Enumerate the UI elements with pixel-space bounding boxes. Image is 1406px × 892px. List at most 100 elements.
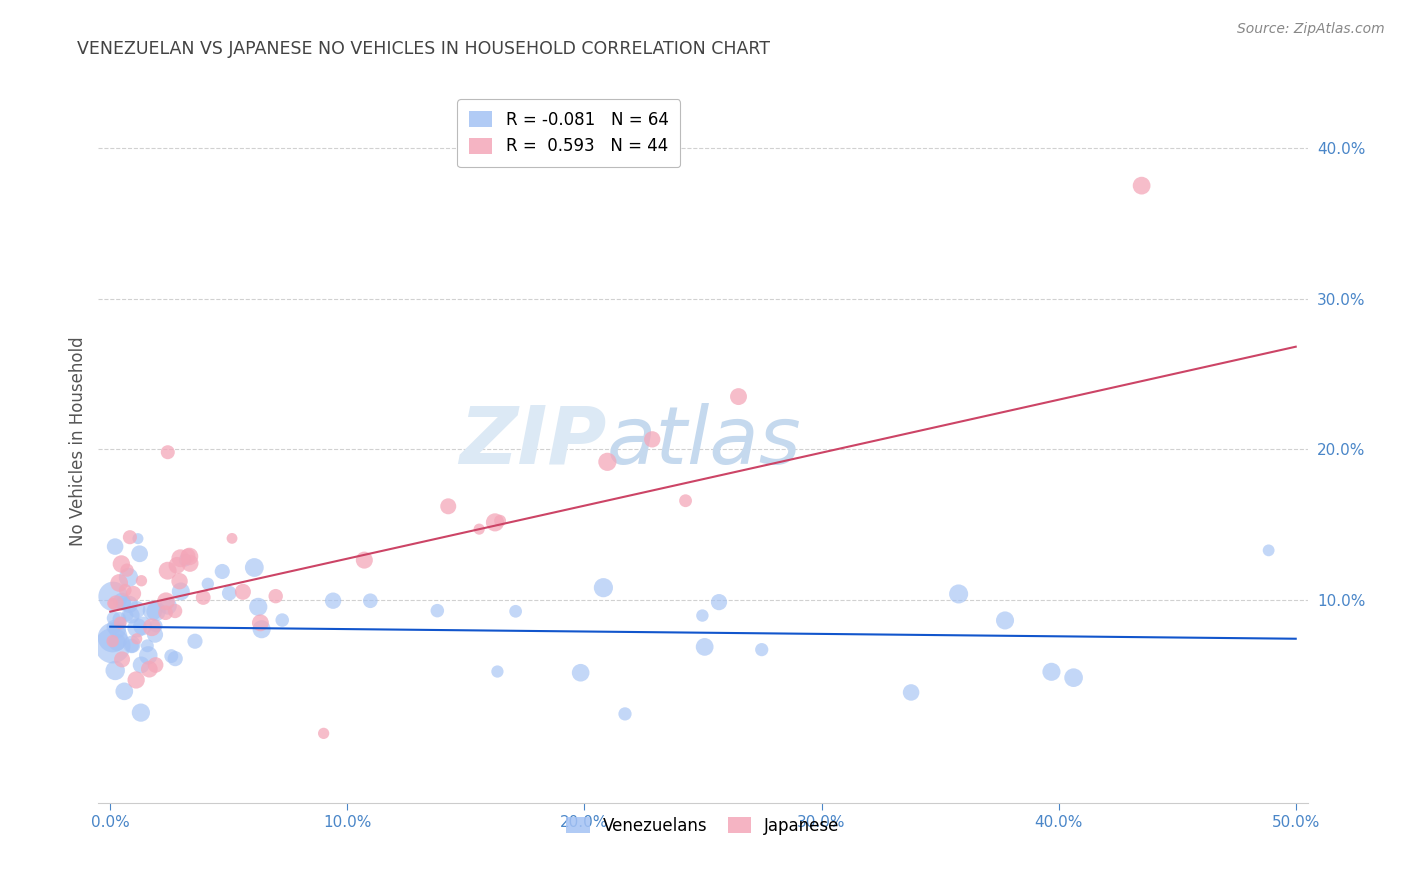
Point [484, 516, 506, 530]
Point [136, 639, 159, 653]
Point [359, 594, 381, 608]
Point [101, 596, 124, 610]
Point [105, 635, 128, 649]
Point [115, 563, 138, 577]
Point [145, 657, 167, 672]
Point [165, 604, 187, 618]
Point [145, 619, 167, 633]
Point [437, 500, 460, 514]
Point [111, 594, 134, 608]
Point [104, 540, 127, 554]
Point [101, 590, 124, 604]
Point [141, 620, 163, 634]
Point [156, 564, 179, 578]
Point [129, 657, 152, 672]
Point [117, 570, 139, 584]
Text: Source: ZipAtlas.com: Source: ZipAtlas.com [1237, 22, 1385, 37]
Point [108, 612, 131, 626]
Point [110, 557, 132, 571]
Point [125, 632, 148, 646]
Y-axis label: No Vehicles in Household: No Vehicles in Household [69, 336, 87, 547]
Text: VENEZUELAN VS JAPANESE NO VEHICLES IN HOUSEHOLD CORRELATION CHART: VENEZUELAN VS JAPANESE NO VEHICLES IN HO… [77, 40, 770, 58]
Point [569, 665, 592, 680]
Point [675, 493, 697, 508]
Point [127, 621, 149, 635]
Point [174, 553, 197, 567]
Point [727, 390, 749, 404]
Point [489, 514, 512, 528]
Point [104, 664, 127, 678]
Point [948, 587, 970, 601]
Point [120, 608, 142, 623]
Point [166, 558, 188, 573]
Point [692, 608, 714, 623]
Point [118, 530, 141, 544]
Point [322, 593, 344, 607]
Point [264, 589, 287, 603]
Point [1257, 543, 1279, 558]
Point [614, 706, 637, 721]
Point [179, 556, 201, 570]
Point [271, 613, 294, 627]
Point [994, 614, 1017, 628]
Point [169, 574, 191, 589]
Point [247, 599, 270, 614]
Point [110, 615, 132, 630]
Point [155, 606, 177, 620]
Point [105, 623, 128, 637]
Point [111, 652, 134, 666]
Point [112, 684, 135, 698]
Point [1063, 671, 1085, 685]
Point [426, 604, 449, 618]
Point [468, 522, 491, 536]
Point [249, 615, 271, 630]
Point [121, 639, 143, 653]
Point [108, 576, 131, 591]
Legend: Venezuelans, Japanese: Venezuelans, Japanese [560, 810, 846, 841]
Point [596, 455, 619, 469]
Point [353, 553, 375, 567]
Point [128, 547, 150, 561]
Point [179, 549, 201, 564]
Text: ZIP: ZIP [458, 402, 606, 481]
Point [131, 574, 153, 588]
Point [693, 640, 716, 654]
Point [125, 673, 148, 687]
Point [117, 608, 139, 623]
Point [155, 594, 177, 608]
Text: atlas: atlas [606, 402, 801, 481]
Point [136, 648, 159, 663]
Point [145, 604, 167, 618]
Point [312, 726, 335, 740]
Point [121, 637, 143, 651]
Point [125, 602, 148, 616]
Point [157, 599, 180, 613]
Point [170, 584, 193, 599]
Point [218, 586, 240, 600]
Point [114, 583, 136, 598]
Point [211, 565, 233, 579]
Point [505, 604, 527, 618]
Point [118, 598, 141, 612]
Point [160, 649, 183, 664]
Point [707, 595, 730, 609]
Point [131, 619, 153, 633]
Point [486, 665, 509, 679]
Point [143, 628, 166, 642]
Point [110, 615, 132, 630]
Point [103, 611, 125, 625]
Point [138, 662, 160, 676]
Point [751, 642, 773, 657]
Point [1040, 665, 1063, 679]
Point [221, 532, 243, 546]
Point [101, 639, 124, 653]
Point [592, 581, 614, 595]
Point [141, 603, 163, 617]
Point [104, 596, 127, 610]
Point [900, 685, 922, 699]
Point [641, 433, 664, 447]
Point [112, 596, 135, 610]
Point [103, 620, 125, 634]
Point [177, 549, 200, 563]
Point [122, 586, 145, 600]
